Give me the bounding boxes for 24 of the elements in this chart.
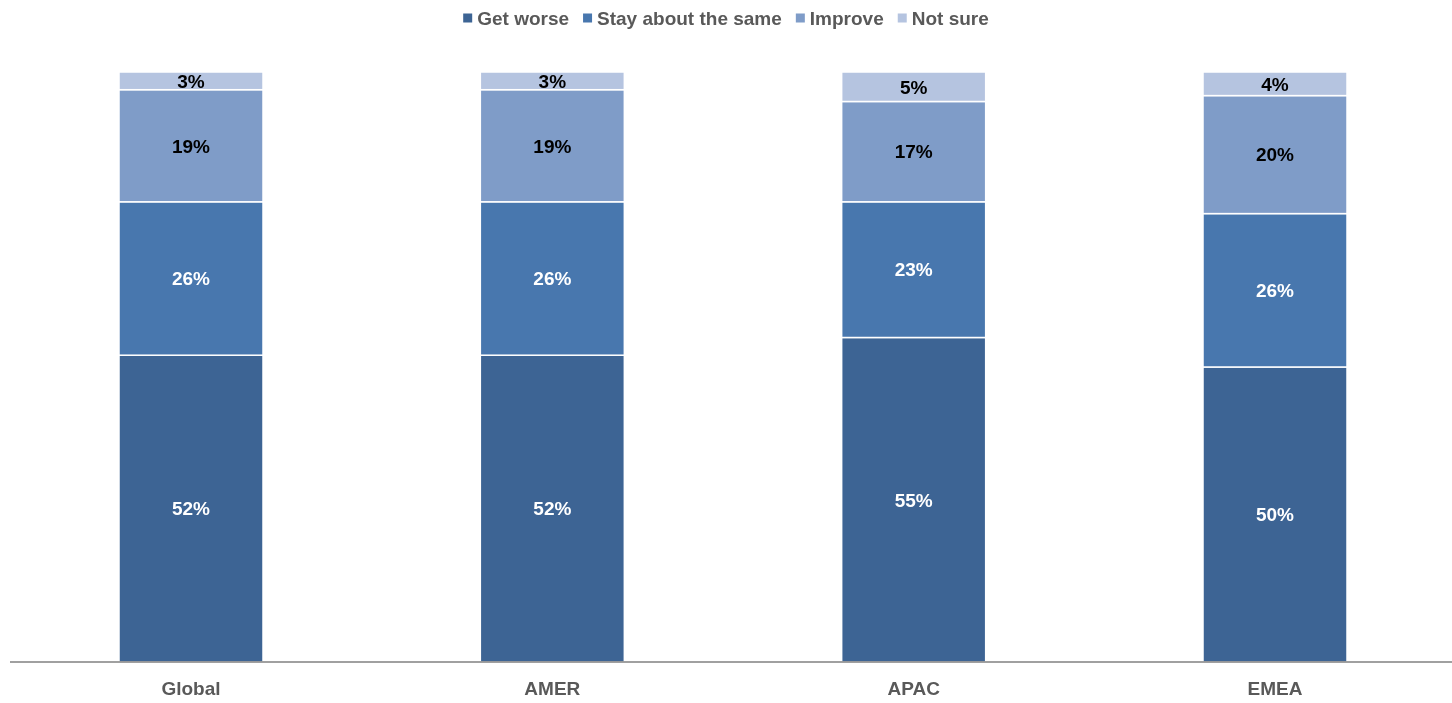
data-label: 5% [899,76,928,98]
legend-label: Improve [809,7,884,29]
data-label: 4% [1261,73,1289,95]
data-label: 20% [1255,144,1295,166]
data-label: 23% [894,259,933,281]
data-label: 52% [171,498,211,520]
data-label: 26% [171,268,211,290]
x-tick-label: AMER [524,678,581,699]
data-label: 26% [1255,280,1295,302]
x-tick-label: Global [161,678,221,699]
legend-label: Get worse [477,7,570,29]
x-tick-label: EMEA [1247,678,1303,699]
legend-label: Stay about the same [597,7,782,29]
data-label: 26% [533,268,572,290]
data-label: 19% [171,135,211,157]
data-label: 55% [894,489,933,511]
legend-label: Not sure [911,7,989,29]
data-label: 17% [894,141,933,163]
data-label: 3% [538,70,567,92]
data-label: 52% [533,498,572,520]
data-label: 50% [1255,504,1295,526]
data-label: 19% [533,135,572,157]
data-label: 3% [177,70,205,92]
x-tick-label: APAC [887,678,941,699]
